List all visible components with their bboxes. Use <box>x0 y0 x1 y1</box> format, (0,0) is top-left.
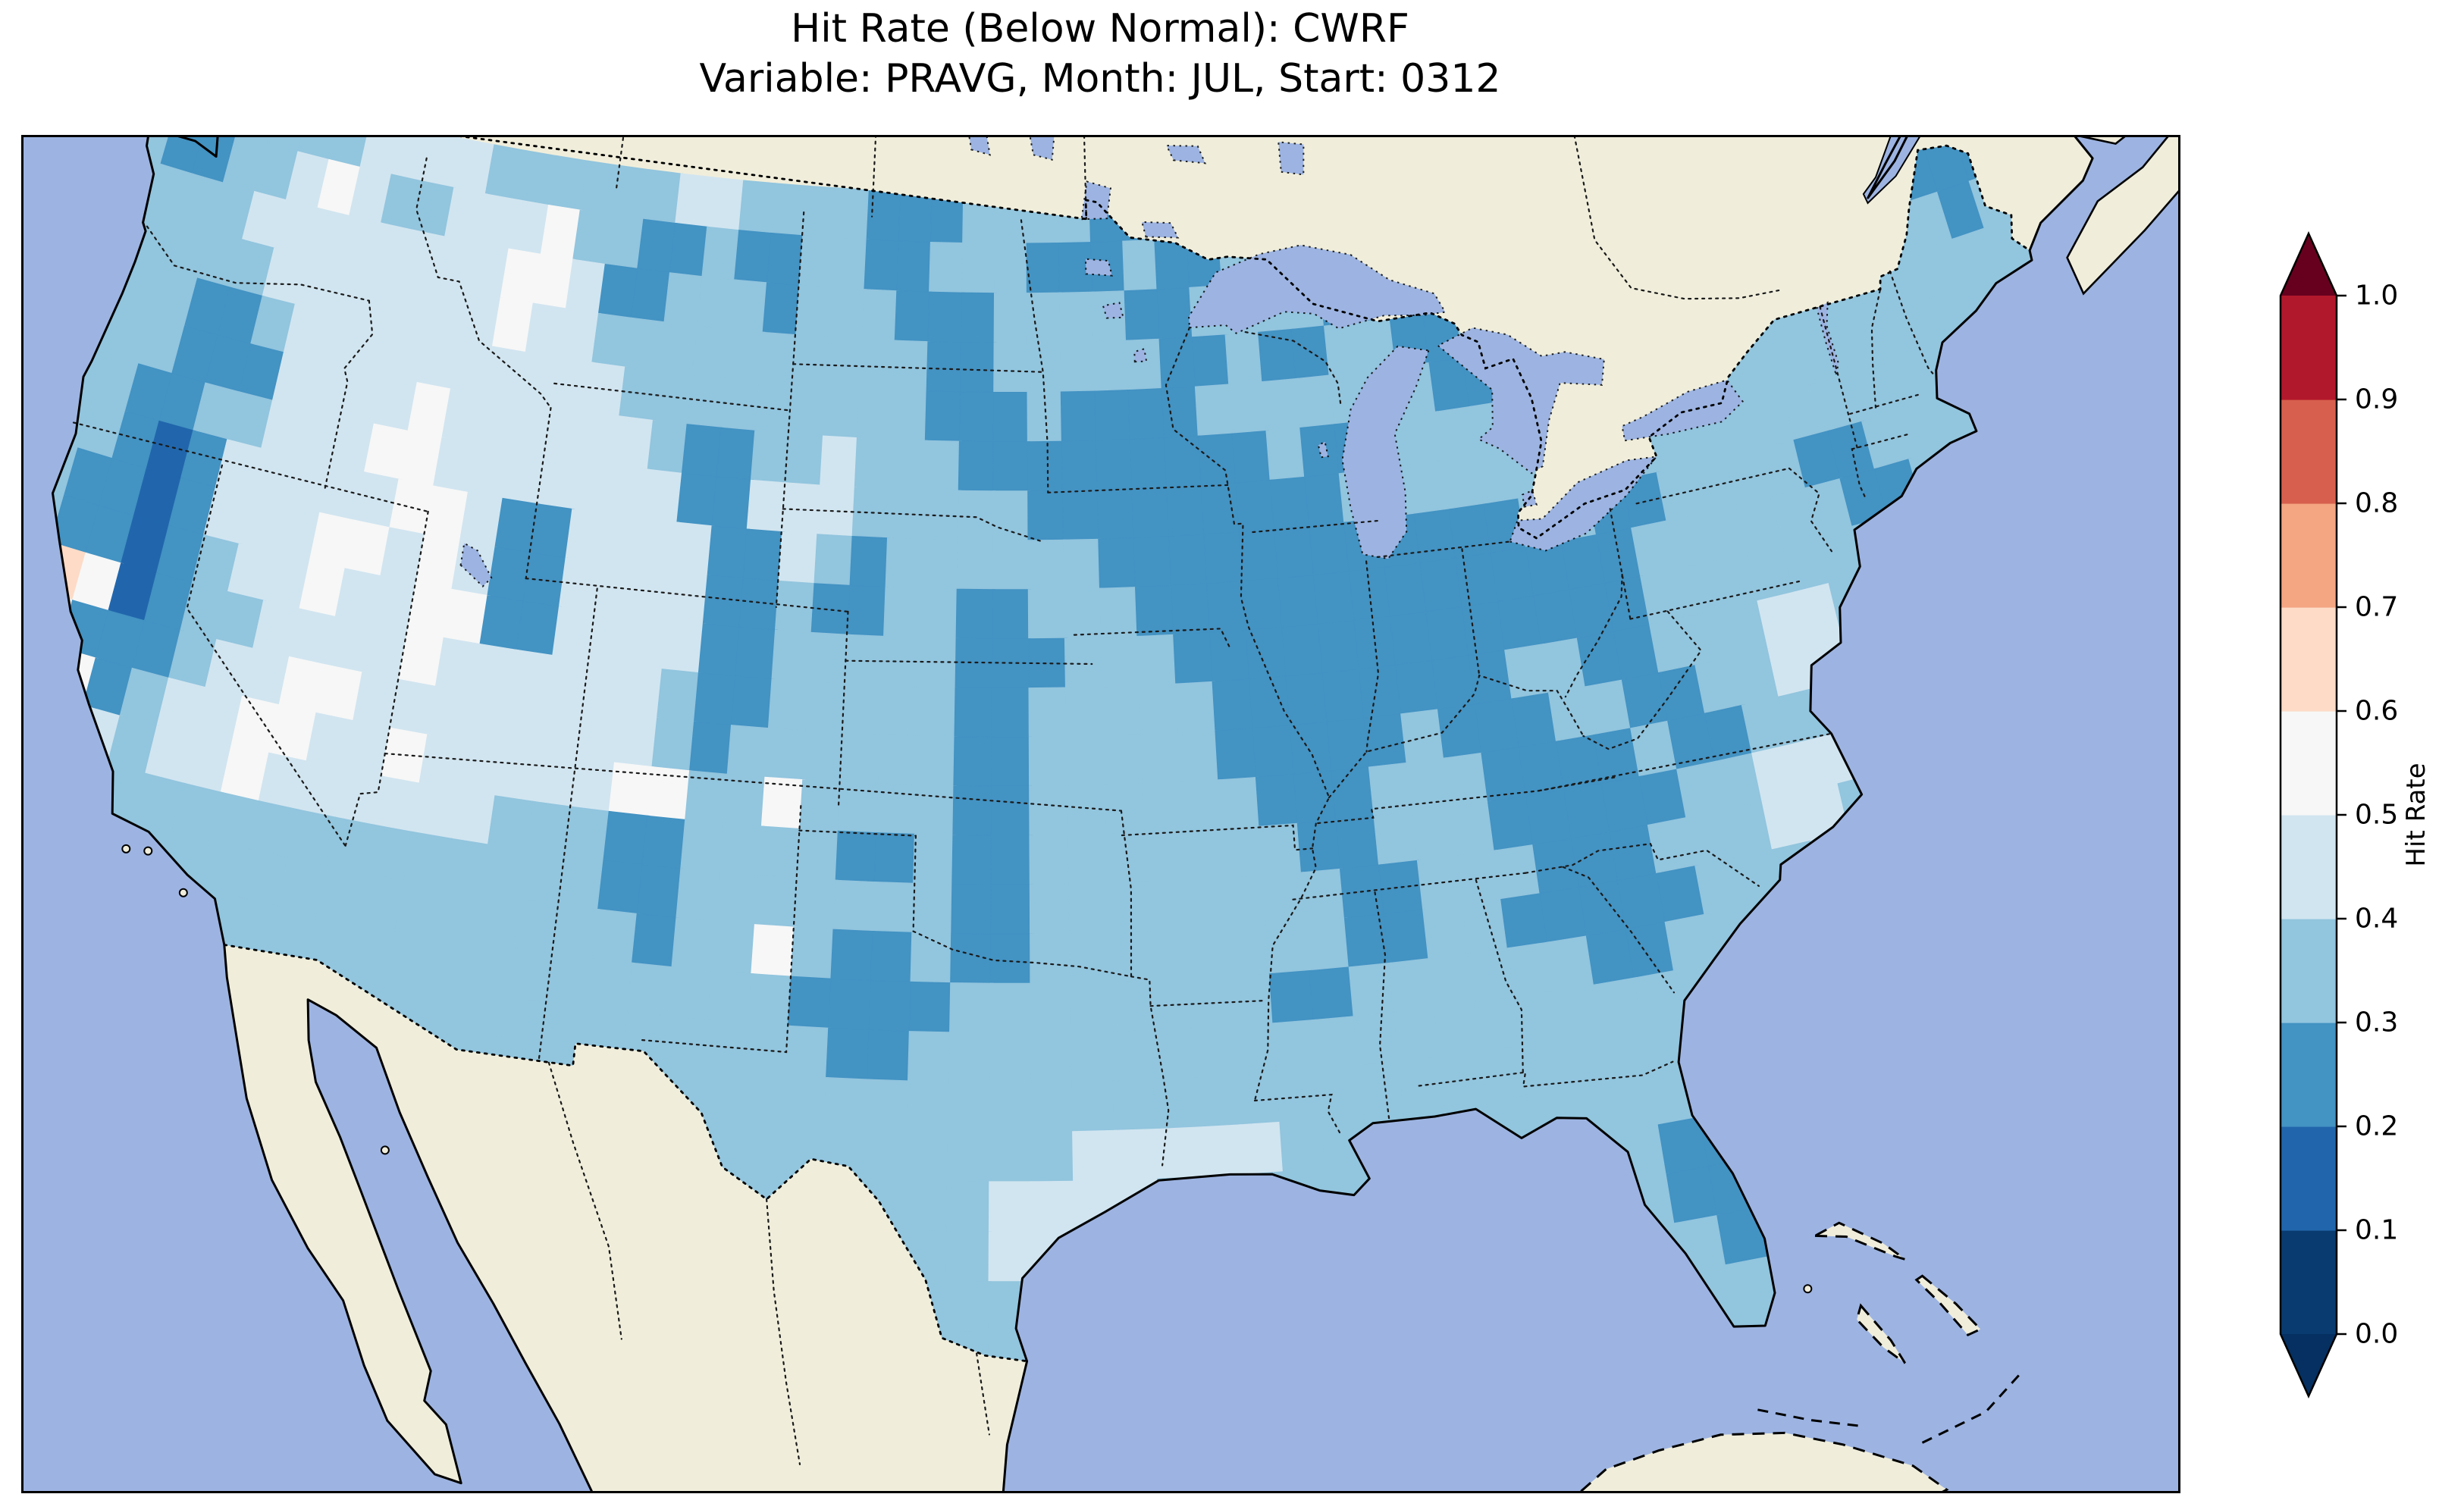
colorbar-tick-label: 0.6 <box>2355 696 2398 727</box>
colorbar-tick-label: 0.2 <box>2355 1111 2398 1142</box>
chart-title-line-1: Hit Rate (Below Normal): CWRF <box>791 6 1409 52</box>
islands <box>121 844 2024 1491</box>
colorbar-ticks: 0.0 0.1 0.2 0.3 0.4 0.5 0.6 0.7 0.8 0.9 1.0 <box>2337 280 2398 1350</box>
colorbar-tick-label: 0.9 <box>2355 384 2398 415</box>
colorbar-tick-label: 0.5 <box>2355 800 2398 831</box>
state-borders <box>72 137 1934 1465</box>
colorbar-axis-label: Hit Rate <box>2401 763 2431 866</box>
colorbar-tick-label: 0.1 <box>2355 1215 2398 1246</box>
colorbar-tick-label: 0.7 <box>2355 592 2398 623</box>
colorbar: 0.0 0.1 0.2 0.3 0.4 0.5 0.6 0.7 0.8 0.9 1.0 Hit Rat… <box>2279 230 2431 1399</box>
colorbar-tick-label: 1.0 <box>2355 280 2398 312</box>
chart-title-line-2: Variable: PRAVG, Month: JUL, Start: 0312 <box>699 56 1501 102</box>
conus-hit-rate-map <box>24 137 2178 1491</box>
colorbar-over-arrow <box>2281 233 2337 296</box>
colorbar-tick-label: 0.3 <box>2355 1007 2398 1038</box>
colorbar-bar <box>2279 230 2338 1399</box>
national-borders <box>223 137 2031 1363</box>
colorbar-tick-label: 0.4 <box>2355 904 2398 935</box>
colorbar-tick-label: 0.0 <box>2355 1319 2398 1350</box>
colorbar-under-arrow <box>2281 1334 2337 1396</box>
colorbar-tick-label: 0.8 <box>2355 488 2398 519</box>
coastline <box>52 137 2094 1491</box>
map-panel <box>21 135 2180 1493</box>
